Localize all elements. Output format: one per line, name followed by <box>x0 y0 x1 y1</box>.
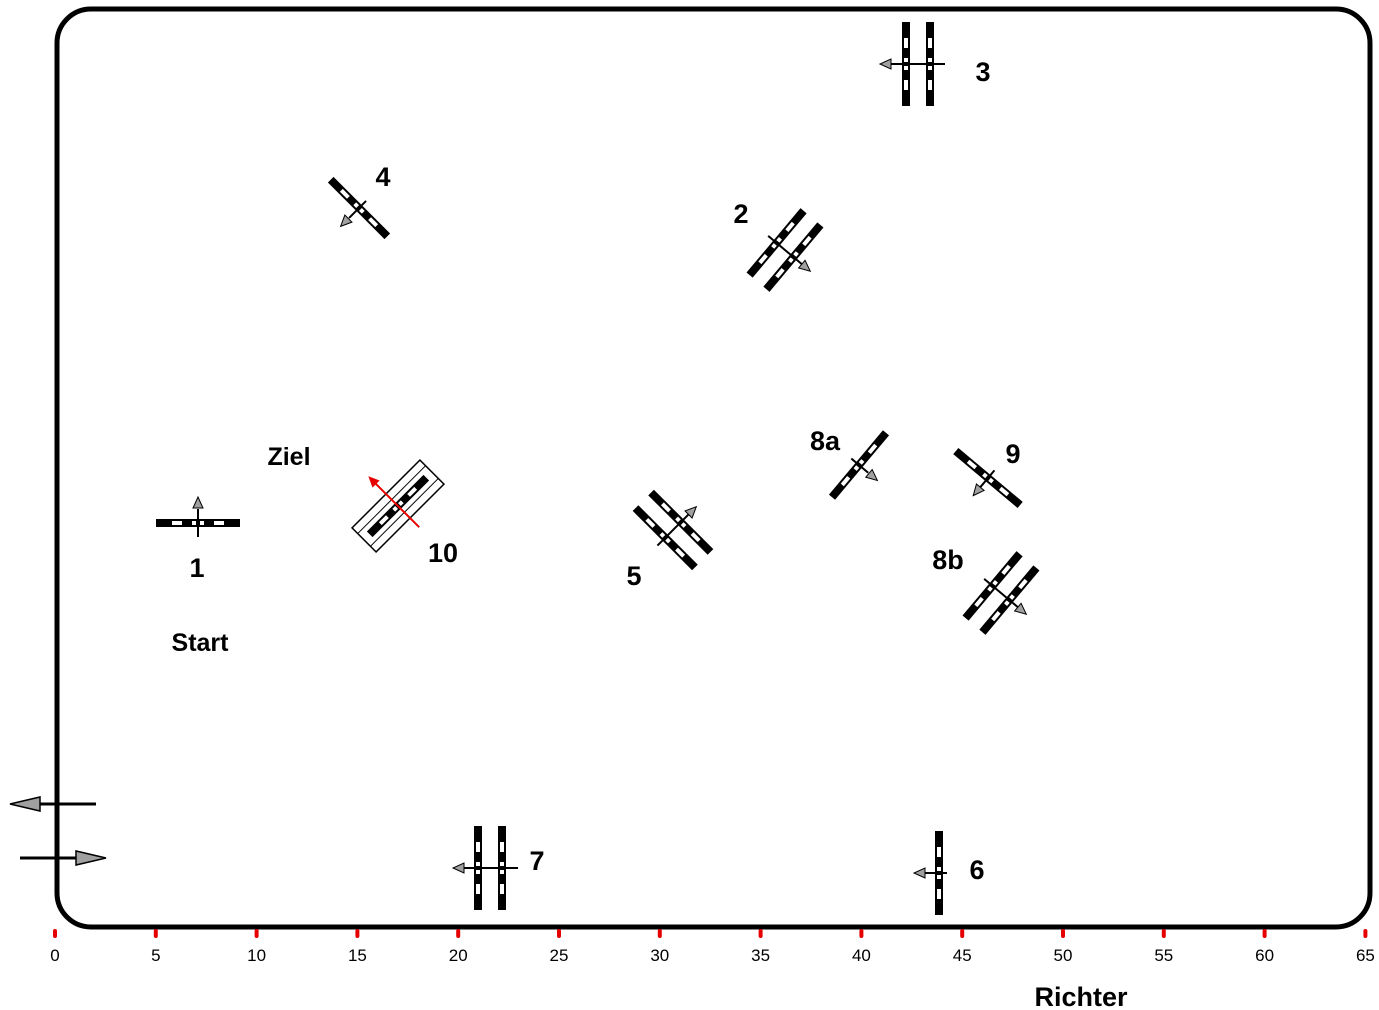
obstacle-8a <box>828 430 890 500</box>
obstacle-1 <box>156 496 240 537</box>
axis-tick-label: 10 <box>247 946 266 965</box>
obstacle-10 <box>350 458 446 554</box>
start-label: Start <box>172 629 230 657</box>
obstacle-3 <box>879 22 945 106</box>
axis-tick-mark <box>859 929 864 938</box>
axis-tick-label: 45 <box>953 946 972 965</box>
axis-tick-label: 40 <box>852 946 871 965</box>
obstacle-4 <box>327 176 391 240</box>
axis-tick-mark <box>1262 929 1267 938</box>
axis-tick-label: 25 <box>550 946 569 965</box>
axis-tick-mark <box>960 929 965 938</box>
obstacle-8b <box>962 551 1040 635</box>
obstacle-9-number: 9 <box>1005 439 1020 469</box>
axis-tick-label: 5 <box>151 946 160 965</box>
obstacle-4-number: 4 <box>375 162 390 192</box>
axis-tick-mark <box>456 929 461 938</box>
distance-axis: 0 5 10 15 20 25 30 35 40 45 50 55 60 65 <box>50 929 1375 965</box>
axis-tick-label: 35 <box>751 946 770 965</box>
obstacle-7 <box>452 826 518 910</box>
obstacle-5 <box>632 489 714 571</box>
axis-tick-label: 0 <box>50 946 59 965</box>
obstacle-10-number: 10 <box>428 538 458 568</box>
obstacle-3-number: 3 <box>975 57 990 87</box>
axis-tick-label: 50 <box>1054 946 1073 965</box>
obstacle-6-number: 6 <box>969 855 984 885</box>
axis-tick-label: 30 <box>650 946 669 965</box>
obstacle-9 <box>953 447 1023 509</box>
axis-tick-mark <box>53 929 57 938</box>
obstacle-6 <box>913 831 947 915</box>
obstacle-1-number: 1 <box>189 553 204 583</box>
axis-tick-label: 60 <box>1255 946 1274 965</box>
axis-tick-mark <box>657 929 662 938</box>
axis-tick-mark <box>758 929 763 938</box>
axis-tick-label: 15 <box>348 946 367 965</box>
obstacle-2 <box>746 208 824 292</box>
axis-tick-mark <box>254 929 259 938</box>
axis-tick-mark <box>1161 929 1166 938</box>
axis-tick-label: 20 <box>449 946 468 965</box>
axis-tick-mark <box>1363 929 1368 938</box>
finish-label: Ziel <box>267 443 310 471</box>
axis-tick-label: 65 <box>1356 946 1375 965</box>
obstacle-7-number: 7 <box>529 846 544 876</box>
obstacle-8a-number: 8a <box>810 426 841 456</box>
axis-tick-label: 55 <box>1154 946 1173 965</box>
exit-arrow-icon <box>9 796 96 812</box>
obstacle-8b-number: 8b <box>932 545 964 575</box>
enter-arrow-icon <box>20 850 107 866</box>
axis-tick-mark <box>153 929 158 938</box>
obstacle-2-number: 2 <box>733 199 748 229</box>
obstacle-5-number: 5 <box>626 561 641 591</box>
judge-label: Richter <box>1034 982 1128 1010</box>
axis-tick-mark <box>355 929 360 938</box>
arena-border <box>54 6 1373 930</box>
axis-tick-mark <box>557 929 561 938</box>
axis-tick-mark <box>1061 929 1065 938</box>
